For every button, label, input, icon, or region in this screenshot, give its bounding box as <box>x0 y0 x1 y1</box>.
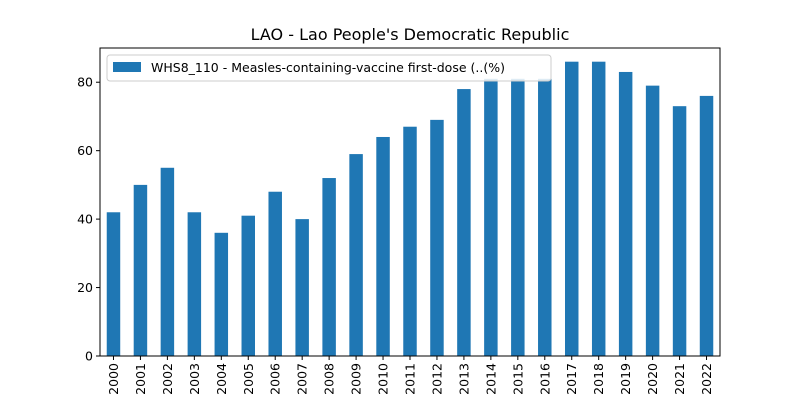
x-tick-label-2001: 2001 <box>133 363 148 395</box>
x-tick-label-2018: 2018 <box>591 363 606 395</box>
x-tick-label-2002: 2002 <box>160 363 175 395</box>
x-tick-label-2022: 2022 <box>699 363 714 395</box>
bar-2003 <box>187 212 202 356</box>
x-tick-label-2009: 2009 <box>349 363 364 395</box>
bar-2000 <box>106 212 121 356</box>
bar-2012 <box>430 119 444 357</box>
bar-2018 <box>591 61 606 356</box>
y-axis: 0 20 40 60 80 <box>77 75 100 364</box>
x-tick-label-2004: 2004 <box>214 363 229 395</box>
bar-2020 <box>645 85 660 356</box>
x-tick-label-2008: 2008 <box>322 363 337 395</box>
x-axis: 2000 2001 2002 2003 2004 2005 2006 2007 2008 2009… <box>106 356 714 395</box>
x-tick-label-2012: 2012 <box>429 363 444 395</box>
bars-layer <box>106 61 714 357</box>
y-tick-label-80: 80 <box>77 75 93 90</box>
y-tick-label-60: 60 <box>77 143 93 158</box>
bar-2006 <box>268 191 282 356</box>
legend-swatch <box>113 62 141 72</box>
x-tick-label-2014: 2014 <box>483 363 498 395</box>
x-tick-label-2003: 2003 <box>187 363 202 395</box>
y-tick-label-40: 40 <box>77 212 93 227</box>
x-tick-label-2006: 2006 <box>268 363 283 395</box>
bar-2009 <box>349 154 363 356</box>
x-tick-label-2016: 2016 <box>537 363 552 395</box>
plot-frame <box>99 47 721 357</box>
bar-2022 <box>699 95 714 356</box>
x-tick-label-2010: 2010 <box>376 363 391 395</box>
bar-2011 <box>403 126 417 357</box>
x-tick-label-2019: 2019 <box>618 363 633 395</box>
x-tick-label-2021: 2021 <box>672 363 687 395</box>
x-tick-label-2007: 2007 <box>295 363 310 395</box>
bar-2019 <box>618 71 633 357</box>
bar-2017 <box>565 61 579 356</box>
x-tick-label-2020: 2020 <box>645 363 660 395</box>
y-tick-label-20: 20 <box>77 280 93 295</box>
chart-title: LAO - Lao People's Democratic Republic <box>251 25 570 44</box>
x-tick-label-2005: 2005 <box>241 363 256 395</box>
bar-2014 <box>484 78 498 357</box>
bar-2016 <box>538 78 552 357</box>
bar-2002 <box>160 167 175 356</box>
x-tick-label-2013: 2013 <box>456 363 471 395</box>
legend-label: WHS8_110 - Measles-containing-vaccine fi… <box>151 60 505 75</box>
bar-2005 <box>241 215 255 356</box>
bar-2015 <box>511 78 525 357</box>
x-tick-label-2017: 2017 <box>564 363 579 395</box>
x-tick-label-2011: 2011 <box>403 363 418 395</box>
bar-2013 <box>457 89 471 356</box>
legend-box <box>106 54 552 82</box>
x-tick-label-2000: 2000 <box>106 363 121 395</box>
x-tick-label-2015: 2015 <box>510 363 525 395</box>
bar-2008 <box>322 178 336 356</box>
bar-2001 <box>133 184 148 356</box>
legend: WHS8_110 - Measles-containing-vaccine fi… <box>106 54 552 82</box>
bar-2021 <box>672 106 687 357</box>
bar-2007 <box>295 219 309 356</box>
y-tick-label-0: 0 <box>85 349 93 364</box>
bar-2004 <box>214 232 229 356</box>
bar-2010 <box>376 136 390 356</box>
